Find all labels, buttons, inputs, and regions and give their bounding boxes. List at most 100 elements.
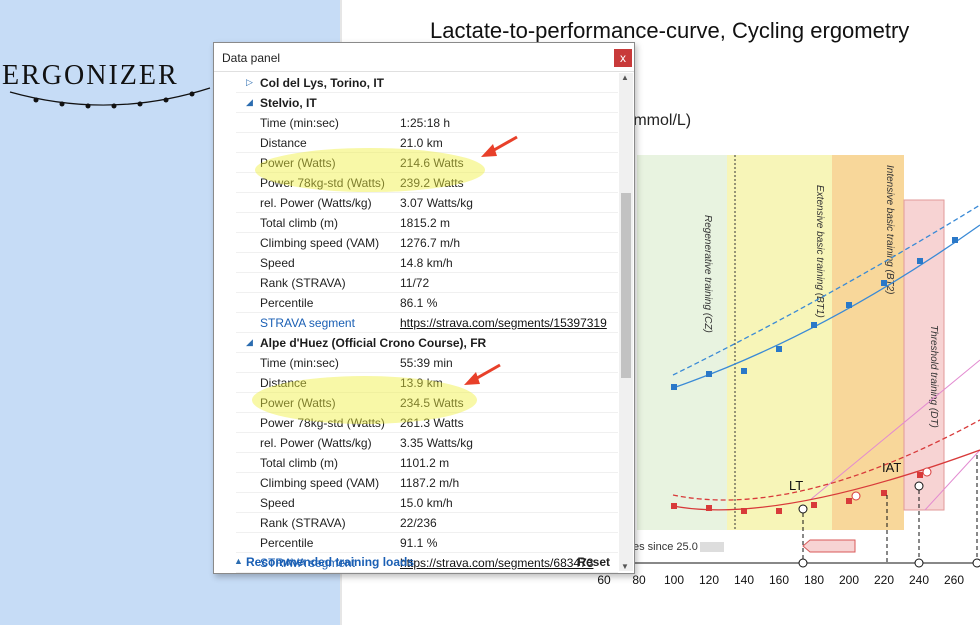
panel-row: Percentile 86.1 %: [236, 293, 618, 313]
row-value: 15.0 km/h: [400, 496, 453, 510]
panel-row: rel. Power (Watts/kg) 3.35 Watts/kg: [236, 433, 618, 453]
row-key: Speed: [260, 496, 295, 510]
x-tick-label: 140: [734, 573, 754, 587]
row-value: 91.1 %: [400, 536, 438, 550]
panel-row: Power 78kg-std (Watts) 239.2 Watts: [236, 173, 618, 193]
blue-point: [671, 384, 677, 390]
row-key: Power (Watts): [260, 156, 336, 170]
pink-line: [809, 359, 980, 501]
row-key: Distance: [260, 376, 307, 390]
blue-point: [881, 280, 887, 286]
red-point: [741, 508, 747, 514]
strava-link[interactable]: https://strava.com/segments/683473: [400, 556, 594, 570]
lt-marker: [798, 504, 808, 514]
panel-row: Rank (STRAVA) 22/236: [236, 513, 618, 533]
panel-row: Speed 15.0 km/h: [236, 493, 618, 513]
blue-point: [846, 302, 852, 308]
x-tick-label: 180: [804, 573, 824, 587]
lactate-chart: Regenerative training (CZ) Extensive bas…: [595, 155, 980, 587]
row-key: Climbing speed (VAM): [260, 236, 380, 250]
red-arrow-icon: [464, 363, 501, 385]
row-value: 1815.2 m: [400, 216, 451, 230]
iat-label: IAT: [882, 460, 901, 475]
group-title: Alpe d'Huez (Official Crono Course), FR: [260, 336, 487, 350]
red-point: [846, 498, 852, 504]
row-value: 214.6 Watts: [400, 156, 464, 170]
x-tick-label: 240: [909, 573, 929, 587]
open-point: [851, 491, 861, 501]
zone-label-intensive: Intensive basic training (BT2): [884, 165, 895, 295]
row-key: Power (Watts): [260, 396, 336, 410]
row-key: Total climb (m): [260, 216, 339, 230]
panel-row: Distance 21.0 km: [236, 133, 618, 153]
panel-row: STRAVA segment https://strava.com/segment…: [236, 313, 618, 333]
group-title: Col del Lys, Torino, IT: [260, 76, 385, 90]
reset-button[interactable]: Reset: [577, 555, 610, 569]
row-value: 261.3 Watts: [400, 416, 464, 430]
recommended-training-loads[interactable]: Recommended training loads: [246, 555, 415, 569]
row-key: Percentile: [260, 296, 314, 310]
axis-marker: [972, 558, 980, 568]
row-key: Climbing speed (VAM): [260, 476, 380, 490]
row-value: 3.07 Watts/kg: [400, 196, 473, 210]
row-value: 11/72: [400, 276, 430, 290]
chart-title: Lactate-to-performance-curve, Cycling er…: [430, 18, 910, 43]
row-key: rel. Power (Watts/kg): [260, 196, 372, 210]
panel-row: Distance 13.9 km: [236, 373, 618, 393]
collapse-triangle-icon[interactable]: ◢: [246, 97, 253, 107]
blue-solid-curve: [672, 224, 980, 389]
blue-points: [671, 237, 958, 390]
blue-point: [776, 346, 782, 352]
panel-row: Power 78kg-std (Watts) 261.3 Watts: [236, 413, 618, 433]
blue-point: [952, 237, 958, 243]
data-panel[interactable]: Data panel x ▷ Col del Lys, Torino, IT ◢ St…: [213, 42, 635, 574]
panel-row: rel. Power (Watts/kg) 3.07 Watts/kg: [236, 193, 618, 213]
panel-scrollbar[interactable]: ▲ ▼: [619, 73, 633, 571]
panel-row: Total climb (m) 1101.2 m: [236, 453, 618, 473]
panel-title: Data panel: [222, 51, 281, 65]
panel-titlebar[interactable]: Data panel x: [214, 43, 634, 72]
panel-row: Speed 14.8 km/h: [236, 253, 618, 273]
group-header[interactable]: ◢ Stelvio, IT: [236, 93, 618, 113]
expand-triangle-icon[interactable]: ▲: [234, 556, 243, 566]
scroll-down-icon[interactable]: ▼: [621, 562, 629, 571]
row-key: Total climb (m): [260, 456, 339, 470]
group-header[interactable]: ▷ Col del Lys, Torino, IT: [236, 73, 618, 93]
blue-point: [811, 322, 817, 328]
blue-point: [917, 258, 923, 264]
row-key: STRAVA segment: [260, 556, 355, 570]
zone-label-extensive: Extensive basic training (BT1): [814, 185, 825, 318]
zone-threshold: [903, 199, 945, 511]
row-key: Time (min:sec): [260, 116, 339, 130]
y-axis-label: (mmol/L): [628, 112, 692, 129]
x-tick-label: 260: [944, 573, 964, 587]
close-button[interactable]: x: [614, 49, 632, 67]
scroll-thumb[interactable]: [621, 193, 631, 378]
open-point: [922, 467, 932, 477]
lt-label: LT: [789, 478, 803, 493]
red-point: [917, 472, 923, 478]
red-point: [671, 503, 677, 509]
scroll-up-icon[interactable]: ▲: [621, 73, 629, 82]
sessions-note: es since 25.0: [633, 541, 724, 553]
row-key: Distance: [260, 136, 307, 150]
row-value: 1187.2 m/h: [400, 476, 460, 490]
panel-row: Power (Watts) 214.6 Watts: [236, 153, 618, 173]
x-tick-label: 120: [699, 573, 719, 587]
row-key: Speed: [260, 256, 295, 270]
highlight-annotation: [255, 148, 485, 192]
row-value: 13.9 km: [400, 376, 443, 390]
highlight-annotation: [252, 376, 477, 424]
row-key: STRAVA segment: [260, 316, 355, 330]
strava-link[interactable]: https://strava.com/segments/15397319: [400, 316, 607, 330]
panel-row: Climbing speed (VAM) 1276.7 m/h: [236, 233, 618, 253]
x-tick-label: 220: [874, 573, 894, 587]
group-header[interactable]: ◢ Alpe d'Huez (Official Crono Course), FR: [236, 333, 618, 353]
zone-label-threshold: Threshold training (DT): [928, 325, 939, 428]
pink-arrow-marker: [802, 539, 856, 553]
panel-row: Total climb (m) 1815.2 m: [236, 213, 618, 233]
zone-regenerative: [637, 155, 727, 530]
collapse-triangle-icon[interactable]: ◢: [246, 337, 253, 347]
row-value: 239.2 Watts: [400, 176, 464, 190]
expand-triangle-icon[interactable]: ▷: [246, 77, 253, 87]
